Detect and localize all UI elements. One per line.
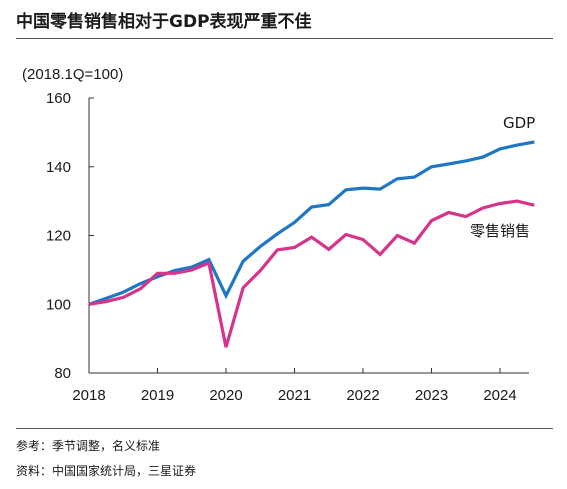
footnote: 参考：季节调整，名义标准: [16, 439, 161, 453]
x-tick-label: 2019: [141, 387, 174, 404]
x-tick-label: 2018: [72, 387, 105, 404]
series-line-retail-sales: [88, 199, 535, 348]
x-tick-label: 2021: [278, 387, 311, 404]
y-tick-label: 80: [54, 365, 71, 382]
line-chart: (2018.1Q=100) 80 100 120 140 160 2018 2019 202…: [22, 66, 535, 404]
title-divider: [16, 38, 553, 39]
y-tick-label: 120: [46, 228, 71, 245]
y-unit-label: (2018.1Q=100): [22, 66, 123, 83]
chart-title: 中国零售销售相对于GDP表现严重不佳: [16, 12, 312, 32]
series-line-gdp: [88, 140, 535, 306]
x-tick-label: 2022: [346, 387, 379, 404]
x-tick-label: 2024: [483, 387, 516, 404]
footer-divider: [16, 428, 553, 429]
x-tick-label: 2020: [209, 387, 242, 404]
series-label-retail-sales: 零售销售: [470, 222, 530, 240]
y-tick-label: 140: [46, 159, 71, 176]
series-label-gdp: GDP: [503, 114, 535, 132]
source-note: 资料：中国国家统计局，三星证券: [16, 464, 197, 478]
y-tick-label: 160: [46, 90, 71, 107]
y-tick-label: 100: [46, 296, 71, 313]
x-tick-label: 2023: [415, 387, 448, 404]
